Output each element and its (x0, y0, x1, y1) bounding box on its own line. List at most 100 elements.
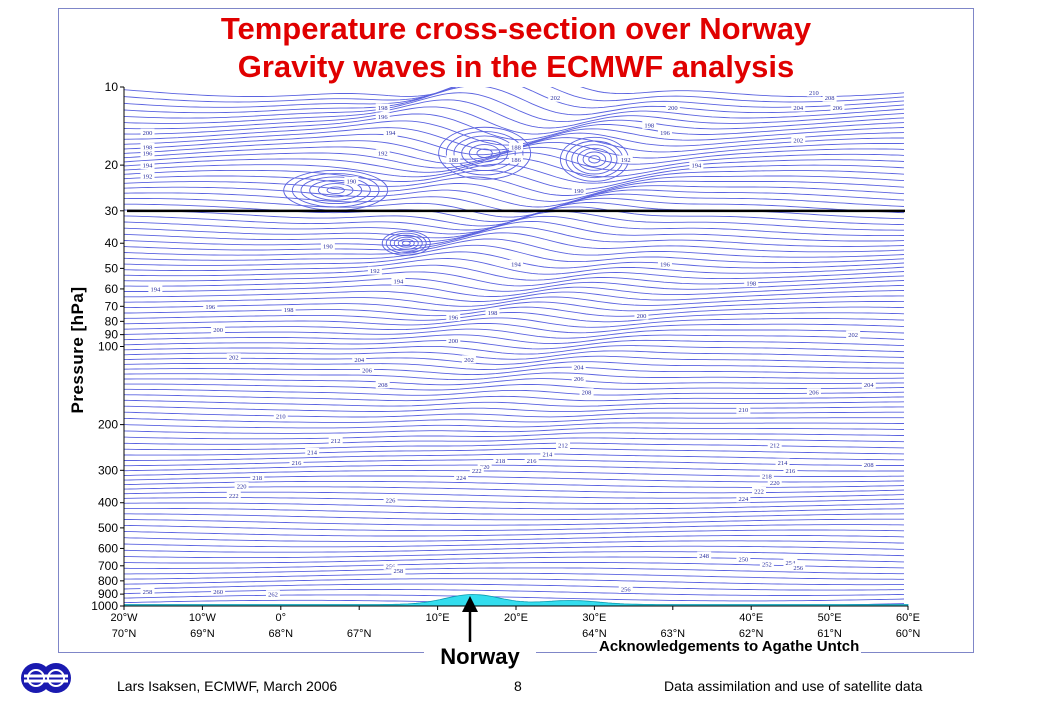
isotherm-line (124, 551, 905, 559)
contour-label-bg (571, 186, 586, 195)
y-tick-label: 900 (98, 587, 118, 601)
x-tick-label-lon: 20°E (504, 612, 528, 624)
contour-label-bg (791, 563, 806, 572)
contour-label: 202 (550, 95, 560, 102)
y-tick-label: 1000 (91, 599, 118, 613)
contour-label-bg (752, 486, 767, 495)
contour-label-bg (211, 587, 226, 596)
title-line-1: Temperature cross-section over Norway (220, 11, 812, 46)
isotherm-line (124, 432, 904, 440)
contour-label-bg (689, 161, 704, 170)
y-tick-label: 70 (105, 299, 119, 313)
isotherm-line (124, 152, 905, 171)
contour-label: 256 (793, 565, 804, 572)
contour-label: 210 (738, 407, 748, 414)
contour-label-bg (736, 555, 751, 564)
isotherm-line (124, 113, 905, 141)
x-tick-label-lon: 0° (276, 612, 287, 624)
isotherm-line (124, 180, 905, 202)
isotherm-line (124, 226, 905, 247)
contour-label-bg (744, 279, 759, 288)
contour-label-bg (446, 313, 461, 322)
x-tick-label-lat: 62°N (739, 628, 764, 640)
isotherm-line (124, 502, 905, 510)
contour-label-bg (618, 155, 633, 164)
contour-label-bg (273, 411, 288, 420)
contour-label: 222 (754, 488, 764, 495)
contour-label-bg (524, 456, 539, 465)
contour-label: 204 (793, 105, 804, 112)
terrain-profile (123, 594, 909, 607)
closed-contour (291, 173, 380, 208)
contour-label-bg (375, 380, 390, 389)
contour-label: 212 (331, 438, 341, 445)
isotherm-line (124, 345, 905, 355)
contour-label: 196 (143, 151, 154, 158)
isotherm-line (124, 513, 905, 521)
x-tick-label-lon: 40°E (739, 612, 763, 624)
y-tick-label: 80 (105, 314, 119, 328)
contour-label-bg (446, 336, 461, 345)
contour-label: 196 (660, 261, 671, 268)
contour-label: 194 (394, 279, 405, 286)
norway-label: Norway (424, 642, 536, 672)
y-tick-label: 90 (105, 328, 119, 342)
isotherm-line (124, 87, 905, 98)
contour-label: 256 (386, 563, 397, 570)
contour-label-bg (265, 590, 280, 599)
closed-contour (309, 179, 363, 201)
isotherm-line (124, 169, 905, 190)
y-tick-label: 500 (98, 521, 118, 535)
contour-label: 262 (268, 592, 278, 599)
closed-contour (559, 136, 629, 182)
isotherm-line (124, 232, 905, 253)
contour-label: 208 (378, 382, 388, 389)
closed-contour (571, 144, 618, 175)
isotherm-line (124, 524, 905, 532)
isotherm-line (124, 163, 905, 184)
contour-label-bg (289, 458, 304, 467)
contour-label: 204 (574, 365, 585, 372)
contour-label: 214 (778, 460, 789, 467)
footer-page-number: 8 (514, 678, 522, 694)
closed-contour (300, 176, 371, 205)
isotherm-line (124, 405, 904, 413)
contour-label: 196 (205, 304, 216, 311)
y-tick-label: 300 (98, 463, 118, 477)
contour-label: 192 (143, 173, 153, 180)
contour-label-bg (861, 460, 876, 469)
isotherm-line (124, 87, 905, 103)
isotherm-line (124, 394, 905, 402)
contour-label: 194 (150, 286, 161, 293)
contour-label-bg (657, 128, 672, 137)
isotherm-line (124, 197, 905, 223)
contour-label: 222 (472, 468, 482, 475)
x-tick-label-lat: 70°N (112, 628, 137, 640)
contour-label-bg (344, 176, 359, 185)
closed-contour (588, 155, 601, 164)
contour-label: 210 (276, 413, 286, 420)
isotherm-line (124, 215, 905, 239)
contour-label-bg (759, 560, 774, 569)
contour-label-bg (485, 308, 500, 317)
contour-label-bg (618, 585, 633, 594)
contour-label: 202 (793, 137, 803, 144)
isotherm-line (124, 486, 905, 494)
contour-label-bg (320, 242, 335, 251)
isotherm-line (124, 295, 904, 307)
contour-label-bg (383, 561, 398, 570)
isotherm-line (124, 437, 905, 445)
contour-label: 188 (448, 157, 458, 164)
closed-contour (317, 183, 354, 198)
isotherm-line (124, 301, 904, 312)
title-line-2: Gravity waves in the ECMWF analysis (237, 49, 795, 84)
contour-label-bg (791, 135, 806, 144)
contour-label-bg (281, 305, 296, 314)
closed-contour (401, 240, 411, 246)
isotherm-line (124, 366, 904, 376)
contour-label: 186 (511, 157, 522, 164)
isotherm-line (124, 578, 904, 586)
contour-label-bg (383, 495, 398, 504)
contour-label-bg (665, 103, 680, 112)
